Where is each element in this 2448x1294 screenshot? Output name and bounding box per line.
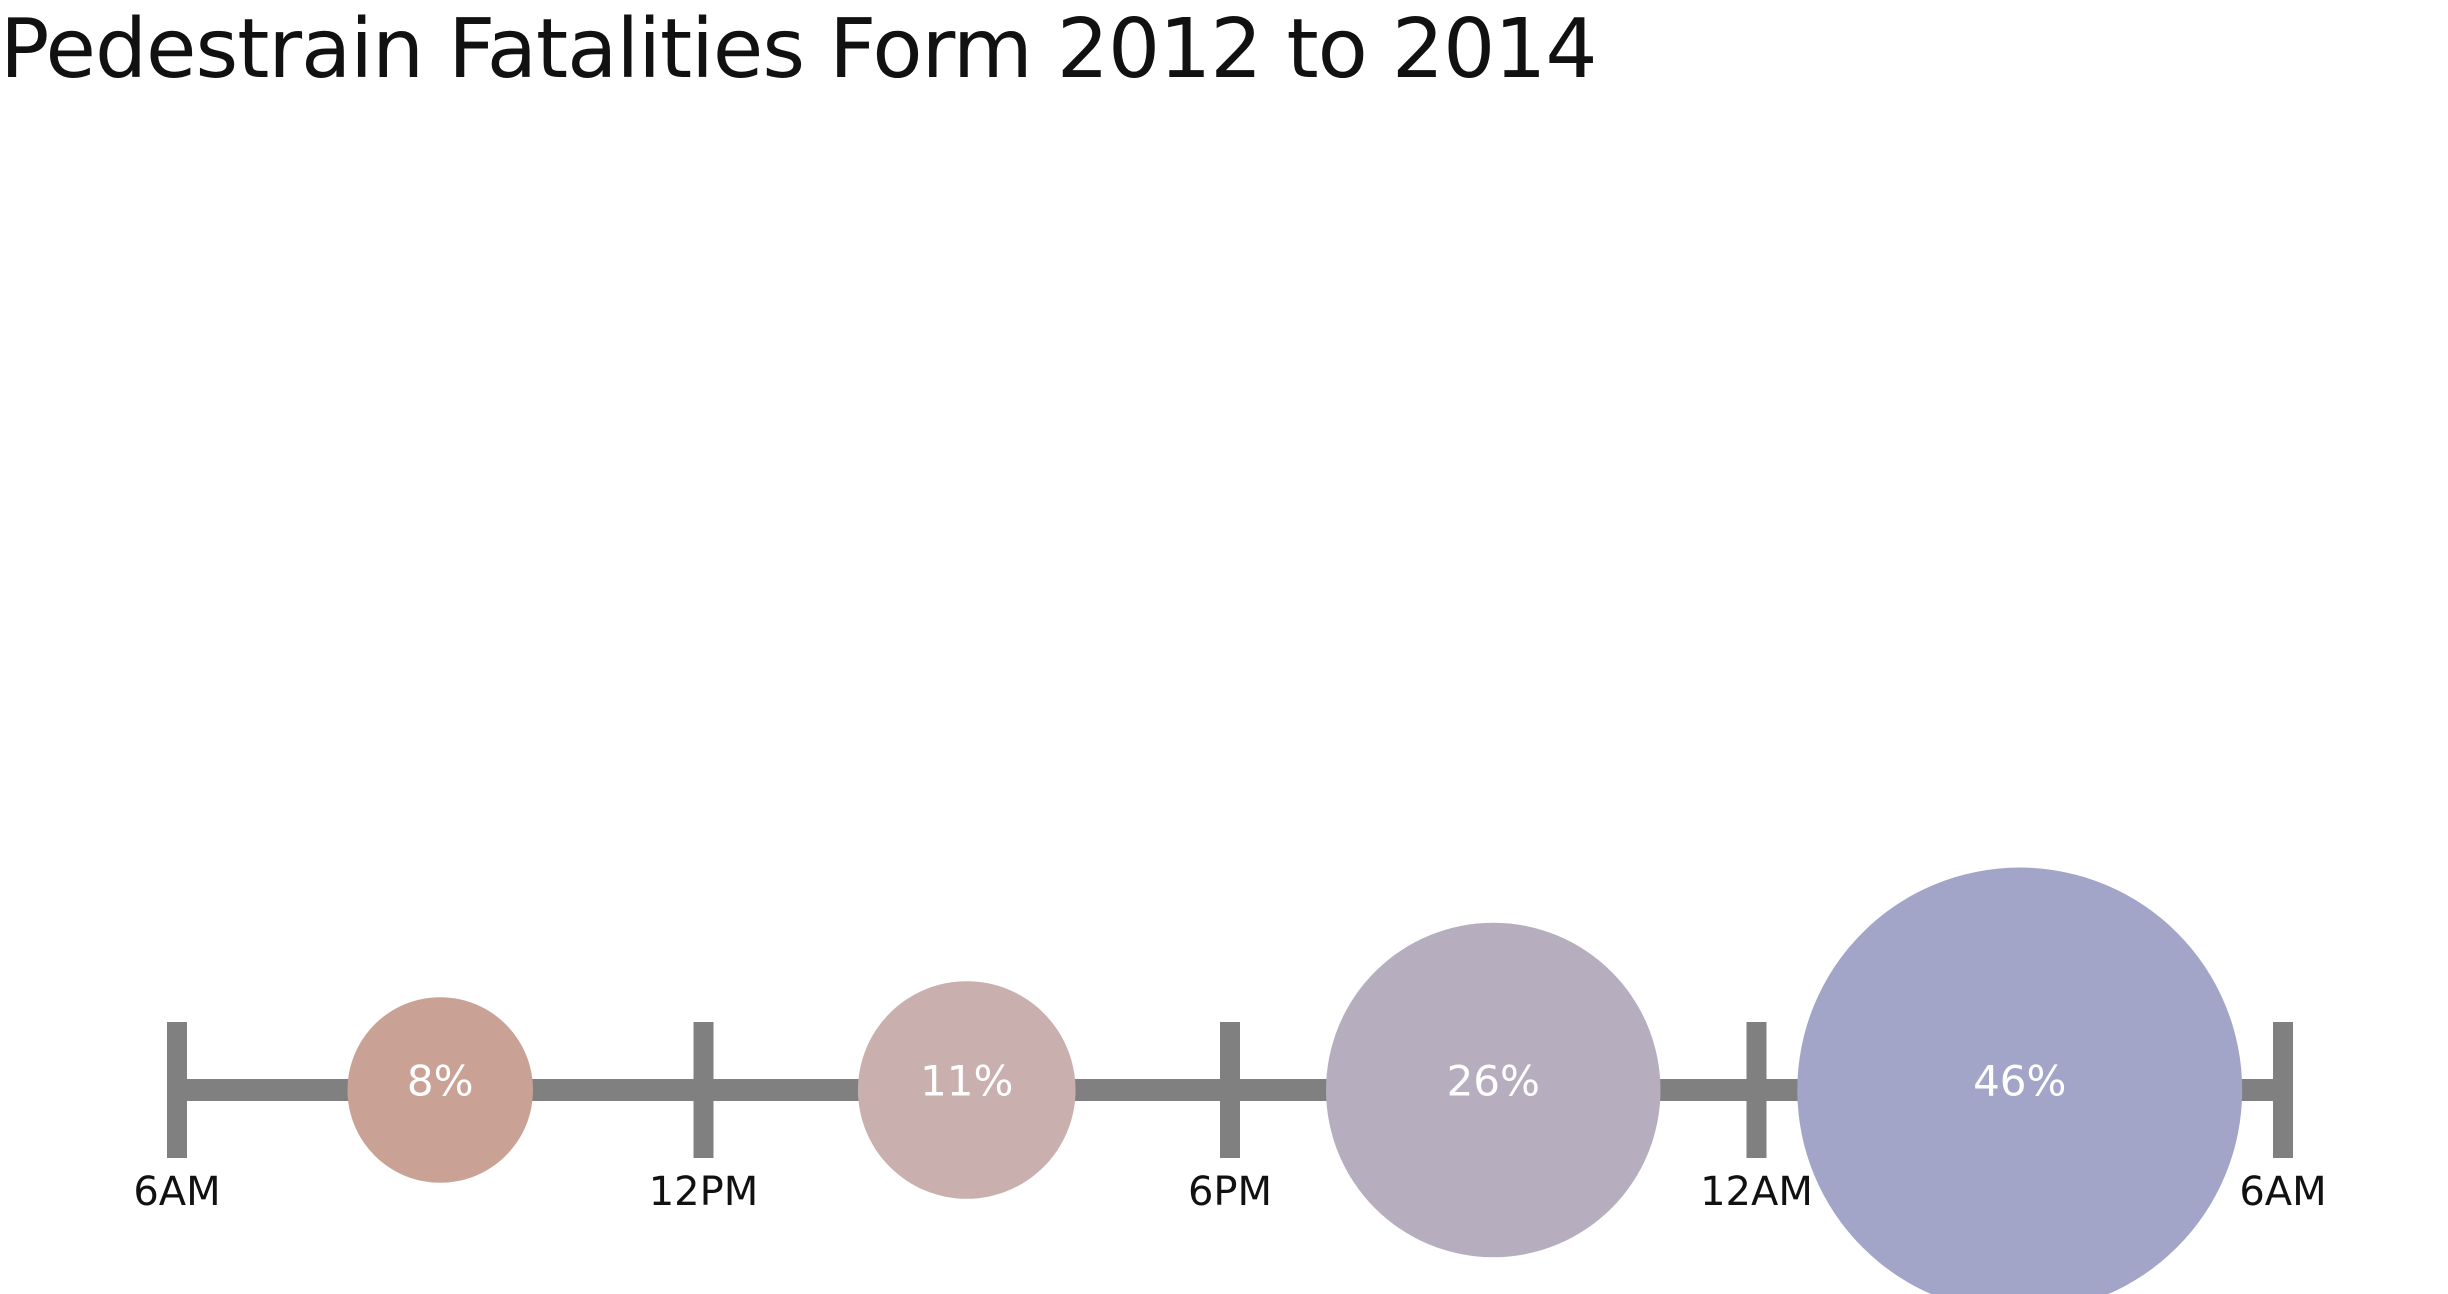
timeline-axis	[167, 1022, 2293, 1158]
chart-title: Pedestrain Fatalities Form 2012 to 2014	[0, 2, 1598, 97]
tick-label: 12PM	[649, 1169, 759, 1215]
bubble-value-label: 46%	[1973, 1057, 2066, 1106]
bubble-value-label: 26%	[1447, 1057, 1540, 1106]
bubble-6am-12pm	[347, 997, 534, 1183]
bubble-series: 8% 11% 26% 46%	[347, 867, 2243, 1294]
tick-label: 6AM	[133, 1169, 220, 1215]
tick-mark	[2273, 1022, 2293, 1158]
bubble-value-label: 11%	[920, 1057, 1013, 1106]
tick-mark	[693, 1022, 714, 1158]
tick-mark	[1746, 1022, 1767, 1158]
bubble-12am-6am	[1797, 867, 2243, 1294]
bubble-12pm-6pm	[857, 981, 1076, 1199]
tick-label: 6AM	[2239, 1169, 2326, 1215]
bubble-6pm-12am	[1326, 922, 1661, 1258]
tick-label: 6PM	[1188, 1169, 1272, 1215]
tick-mark	[167, 1022, 187, 1158]
tick-label: 12AM	[1700, 1169, 1813, 1215]
bubble-value-label: 8%	[407, 1057, 474, 1106]
tick-mark	[1220, 1022, 1240, 1158]
tick-labels: 6AM 12PM 6PM 12AM 6AM	[133, 1169, 2326, 1215]
